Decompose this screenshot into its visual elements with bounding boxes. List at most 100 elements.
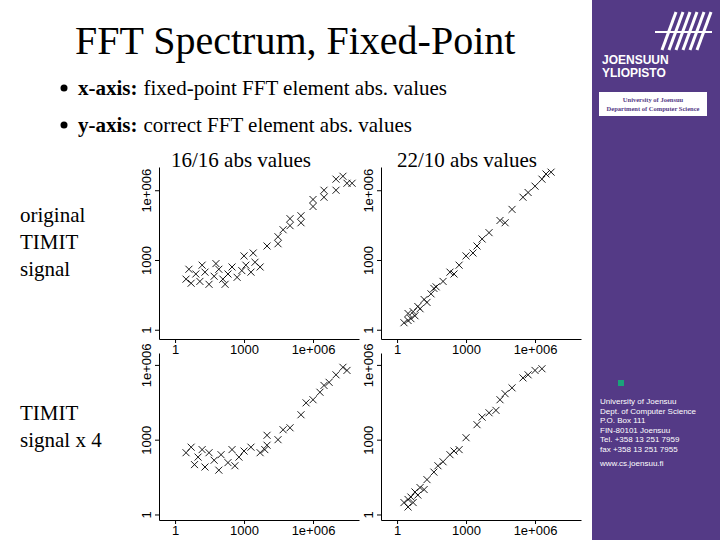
tick: 1e+006	[292, 339, 336, 357]
y-axis-line	[381, 354, 382, 521]
tick-label: 1	[139, 511, 154, 518]
tick-label: 1e+006	[361, 344, 376, 388]
slide: JOENSUUNYLIOPISTOUniversity of JoensuuDe…	[0, 0, 720, 540]
point	[303, 399, 310, 406]
point	[231, 462, 238, 469]
logo-mark	[655, 12, 712, 50]
point	[509, 384, 516, 391]
caption-text: Department of Computer Science	[607, 105, 700, 112]
tick-label: 1e+006	[139, 344, 154, 388]
point	[343, 367, 350, 374]
tick: 1	[361, 511, 381, 518]
tick-label: 1	[172, 342, 179, 357]
contact-text: fax +358 13 251 7955	[600, 445, 678, 454]
tick: 1e+006	[361, 169, 381, 213]
point	[188, 280, 195, 287]
tick: 1	[172, 520, 179, 538]
point	[469, 250, 476, 257]
tick-label: 1000	[361, 246, 376, 275]
bullet-term: y-axis:	[78, 113, 138, 137]
point	[538, 365, 545, 372]
tick-label: 1000	[139, 246, 154, 275]
tick: 1e+006	[292, 520, 336, 538]
point	[486, 229, 493, 236]
point	[405, 310, 412, 317]
y-axis: 110001e+006	[139, 168, 160, 340]
tick: 1000	[230, 339, 259, 357]
point	[188, 444, 195, 451]
point	[440, 278, 447, 285]
point	[463, 434, 470, 441]
tick-label: 1e+006	[292, 342, 336, 357]
tick-label: 1e+006	[514, 342, 558, 357]
row-label: TIMIT	[20, 230, 78, 254]
point	[201, 269, 208, 276]
tick: 1e+006	[139, 344, 159, 388]
point	[502, 219, 509, 226]
tick-label: 1	[139, 327, 154, 334]
point	[195, 454, 202, 461]
point	[333, 371, 340, 378]
point	[297, 212, 304, 219]
tick-mark	[155, 190, 159, 191]
point	[502, 390, 509, 397]
points	[183, 364, 351, 474]
point	[257, 263, 264, 270]
panel: 110001e+006110001e+006	[139, 168, 360, 358]
tick-label: 1e+006	[292, 523, 336, 538]
point	[229, 263, 236, 270]
contact-text: University of Joensuu	[600, 397, 676, 406]
point	[333, 187, 340, 194]
bullet-dot	[61, 122, 68, 129]
tick-label: 1e+006	[514, 523, 558, 538]
point	[538, 176, 545, 183]
point	[440, 458, 447, 465]
tick: 1000	[139, 426, 159, 455]
tick: 1e+006	[514, 339, 558, 357]
tick-mark	[377, 330, 381, 331]
points	[400, 169, 554, 327]
point	[264, 243, 271, 250]
point	[280, 426, 287, 433]
contact-text: Dept. of Computer Science	[600, 407, 697, 416]
point	[456, 446, 463, 453]
point	[297, 219, 304, 226]
point	[310, 396, 317, 403]
tick: 1000	[139, 246, 159, 275]
tick: 1	[361, 327, 381, 334]
point	[247, 269, 254, 276]
point	[497, 396, 504, 403]
tick-label: 1	[361, 327, 376, 334]
point	[199, 446, 206, 453]
point	[548, 169, 555, 176]
point	[532, 367, 539, 374]
point	[275, 233, 282, 240]
column-label: 16/16 abs values	[171, 148, 311, 172]
caption-text: University of Joensuu	[623, 96, 684, 103]
point	[191, 461, 198, 468]
x-axis-line	[160, 339, 360, 340]
y-axis: 1 1000 1e+006	[139, 344, 160, 521]
point	[417, 305, 424, 312]
point	[211, 457, 218, 464]
point	[287, 424, 294, 431]
point	[492, 407, 499, 414]
tick: 1e+006	[514, 520, 558, 538]
point	[339, 173, 346, 180]
tick-label: 1	[172, 523, 179, 538]
tick-mark	[377, 440, 381, 441]
caption-box	[599, 92, 707, 116]
point	[212, 260, 219, 267]
point	[407, 494, 414, 501]
x-axis-line	[382, 339, 582, 340]
logo-text: JOENSUUN	[602, 53, 669, 67]
point	[287, 215, 294, 222]
point	[310, 203, 317, 210]
point	[206, 449, 213, 456]
bullet-term: x-axis:	[78, 76, 138, 100]
x-axis-line	[382, 520, 582, 521]
x-axis: 1 1000 1e+006	[160, 520, 360, 538]
point	[433, 283, 440, 290]
tick: 1000	[452, 339, 481, 357]
tick: 1000	[230, 520, 259, 538]
